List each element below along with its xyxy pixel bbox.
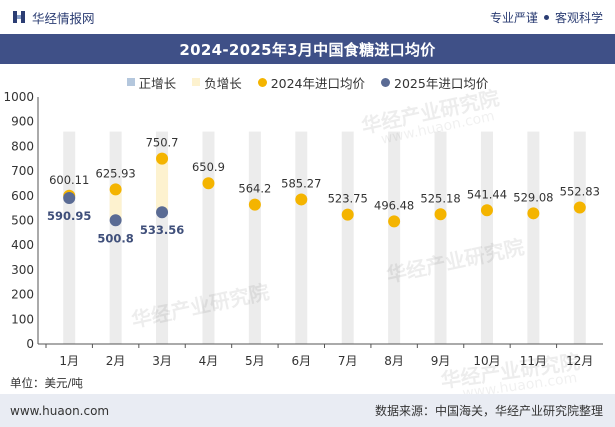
data-label-2025: 590.95 [47, 209, 91, 223]
x-tick-label: 5月 [245, 354, 265, 368]
data-label-2025: 533.56 [140, 223, 184, 237]
x-tick-label: 2月 [106, 354, 126, 368]
point-2024 [248, 198, 261, 211]
tagline-right: 客观科学 [554, 10, 603, 25]
column-background [248, 131, 261, 344]
point-2024 [388, 215, 401, 228]
legend-item-2024[interactable]: 2024年进口均价 [257, 73, 366, 92]
x-tick-label: 1月 [59, 354, 79, 368]
tagline: 专业严谨 客观科学 [490, 9, 603, 26]
data-label-2024: 541.44 [467, 187, 507, 201]
data-label-2024: 552.83 [560, 184, 600, 198]
brand[interactable]: 华经情报网 [12, 8, 95, 27]
x-tick-label: 4月 [199, 354, 219, 368]
column-background [63, 131, 76, 344]
legend-swatch-positive [126, 78, 135, 86]
tagline-left: 专业严谨 [489, 10, 538, 25]
y-tick-label: 400 [11, 238, 34, 252]
y-tick-label: 600 [11, 189, 34, 203]
column-background [434, 131, 447, 344]
y-tick-label: 300 [11, 263, 34, 277]
legend-item-positive[interactable]: 正增长 [126, 73, 177, 92]
data-label-2024: 529.08 [513, 190, 553, 204]
point-2024 [156, 152, 169, 165]
y-tick-label: 100 [11, 312, 34, 326]
point-2024 [527, 207, 540, 220]
x-tick-label: 12月 [566, 354, 593, 368]
y-tick-label: 0 [26, 337, 34, 351]
chart-title: 2024-2025年3月中国食糖进口均价 [179, 40, 436, 59]
point-2024 [202, 177, 215, 190]
line-chart: 0 100 200 300 400 500 600 700 800 900 1000 1月 2月 3月 4月… [3, 90, 603, 368]
x-tick-label: 6月 [291, 354, 311, 368]
legend-label-2025: 2025年进口均价 [394, 75, 489, 91]
x-tick-label: 3月 [152, 354, 172, 368]
data-label-2024: 650.9 [192, 160, 225, 174]
legend-label-positive: 正增长 [138, 75, 177, 91]
legend-swatch-negative [192, 78, 201, 86]
x-tick-label: 7月 [338, 354, 358, 368]
x-tick-label: 11月 [520, 354, 547, 368]
chart-legend: 正增长 负增长 2024年进口均价 2025年进口均价 [0, 72, 615, 92]
column-background [388, 131, 401, 344]
x-tick-label: 8月 [384, 354, 404, 368]
y-tick-label: 200 [11, 288, 34, 302]
legend-swatch-2025 [381, 77, 391, 87]
chart-title-bar: 2024-2025年3月中国食糖进口均价 [0, 34, 615, 64]
data-label-2024: 525.18 [420, 191, 460, 205]
point-2024 [341, 208, 354, 221]
y-tick-label: 900 [11, 115, 34, 129]
legend-item-negative[interactable]: 负增长 [192, 73, 242, 92]
dot-icon [543, 14, 549, 20]
footer: www.huaon.com 数据来源：中国海关，华经产业研究院整理 [0, 394, 615, 427]
point-2024 [295, 193, 308, 206]
column-background [341, 131, 354, 344]
point-2024 [573, 201, 586, 214]
column-background [295, 131, 308, 344]
point-2024 [109, 183, 122, 196]
unit-label: 单位：美元/吨 [10, 376, 83, 390]
column-background [527, 131, 540, 344]
x-tick-label: 9月 [431, 354, 451, 368]
legend-label-2024: 2024年进口均价 [270, 75, 366, 91]
column-background [573, 131, 586, 344]
point-2025 [109, 214, 122, 227]
top-bar: 华经情报网 专业严谨 客观科学 [0, 0, 615, 34]
legend-label-negative: 负增长 [204, 75, 242, 91]
data-label-2024: 496.48 [374, 198, 414, 212]
data-label-2024: 625.93 [96, 166, 136, 180]
data-label-2025: 500.8 [97, 231, 133, 245]
y-tick-label: 500 [11, 214, 34, 228]
point-2024 [434, 208, 447, 221]
data-label-2024: 600.11 [49, 173, 89, 187]
legend-item-2025[interactable]: 2025年进口均价 [381, 73, 488, 92]
logo-icon [13, 11, 25, 23]
growth-bar [156, 158, 169, 213]
point-2025 [156, 206, 169, 219]
data-label-2024: 585.27 [281, 176, 321, 190]
point-2024 [480, 204, 493, 217]
growth-bar [109, 189, 122, 221]
footer-source: 数据来源：中国海关，华经产业研究院整理 [374, 404, 603, 418]
column-background [480, 131, 493, 344]
data-label-2024: 564.2 [238, 182, 271, 196]
y-tick-label: 1000 [3, 90, 34, 104]
footer-website[interactable]: www.huaon.com [10, 403, 110, 418]
point-2025 [63, 192, 76, 205]
data-label-2024: 750.7 [146, 136, 179, 150]
legend-swatch-2024 [257, 77, 267, 87]
y-tick-label: 800 [11, 139, 34, 153]
x-tick-label: 10月 [473, 354, 500, 368]
y-tick-label: 700 [11, 164, 34, 178]
brand-name: 华经情报网 [32, 10, 95, 26]
data-label-2024: 523.75 [328, 192, 368, 206]
